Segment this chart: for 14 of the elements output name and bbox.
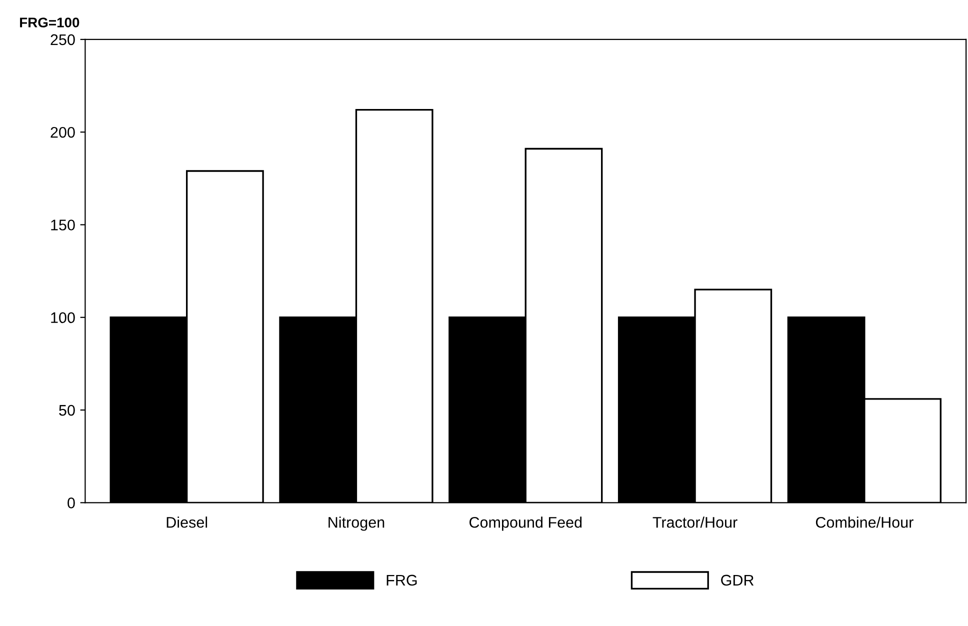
x-tick-label: Compound Feed xyxy=(470,516,582,531)
y-tick-label: 50 xyxy=(59,404,75,416)
y-tick-label: 0 xyxy=(68,498,75,508)
y-tick-label: 150 xyxy=(51,220,75,230)
legend-label: FRG xyxy=(386,574,417,586)
y-tick-label: 250 xyxy=(50,34,75,46)
x-tick-label: Combine/Hour xyxy=(816,516,914,528)
legend-label: GDR xyxy=(721,574,754,586)
y-axis-title: FRG=100 xyxy=(20,18,80,28)
y-tick-label: 100 xyxy=(51,312,75,324)
x-tick-label: Nitrogen xyxy=(328,516,384,531)
x-tick-label: Diesel xyxy=(166,516,208,528)
x-tick-label: Tractor/Hour xyxy=(652,516,738,528)
y-tick-label: 200 xyxy=(50,126,75,138)
